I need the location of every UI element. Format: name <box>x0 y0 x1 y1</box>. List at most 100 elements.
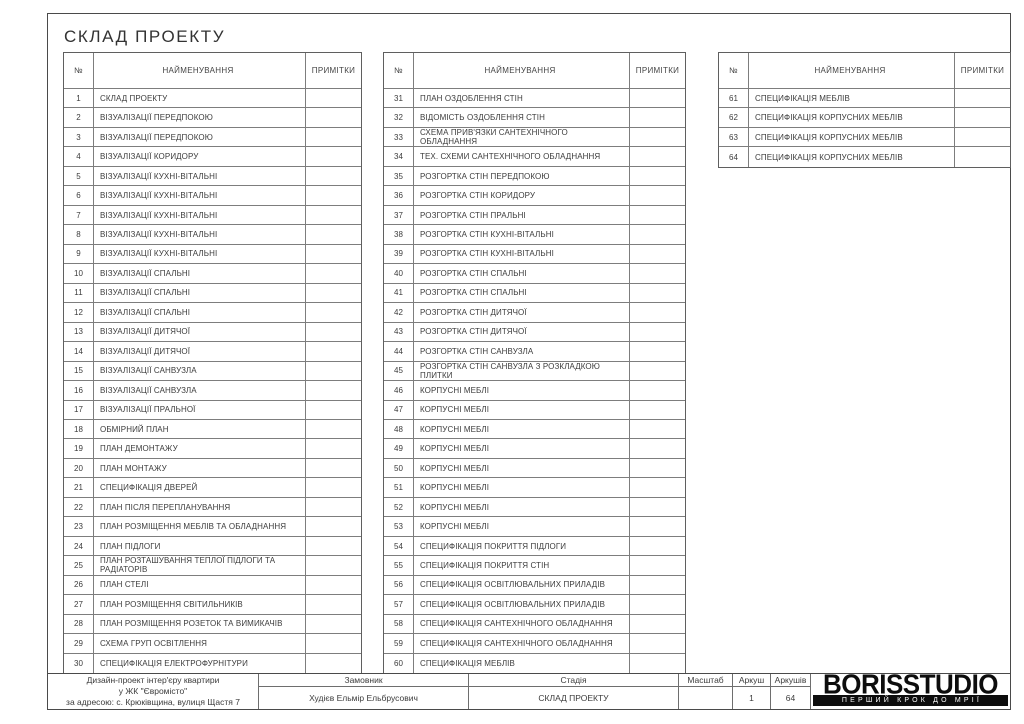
table-row: 63 СПЕЦИФІКАЦІЯ КОРПУСНИХ МЕБЛІВ <box>719 127 1010 148</box>
row-number: 19 <box>64 439 94 459</box>
row-number: 33 <box>384 127 414 148</box>
row-number: 59 <box>384 634 414 654</box>
row-name: ТЕХ. СХЕМИ САНТЕХНІЧНОГО ОБЛАДНАННЯ <box>414 147 630 167</box>
row-name: КОРПУСНІ МЕБЛІ <box>414 478 630 498</box>
row-name: ВІЗУАЛІЗАЦІЇ ДИТЯЧОЇ <box>94 322 306 343</box>
sheet-number-value: 1 <box>749 693 754 703</box>
row-number: 60 <box>384 653 414 674</box>
row-name: РОЗГОРТКА СТІН СПАЛЬНІ <box>414 283 630 304</box>
table-header-row: № НАЙМЕНУВАННЯ ПРИМІТКИ <box>384 53 685 89</box>
row-notes <box>306 186 361 206</box>
row-name: СПЕЦИФІКАЦІЯ КОРПУСНИХ МЕБЛІВ <box>749 147 955 167</box>
row-notes <box>630 186 685 206</box>
row-name: ПЛАН СТЕЛІ <box>94 575 306 596</box>
row-notes <box>630 284 685 304</box>
table-row: 40 РОЗГОРТКА СТІН СПАЛЬНІ <box>384 264 685 284</box>
column-header-notes: ПРИМІТКИ <box>630 53 685 89</box>
row-number: 53 <box>384 517 414 537</box>
table-row: 48 КОРПУСНІ МЕБЛІ <box>384 419 685 440</box>
row-number: 17 <box>64 400 94 420</box>
row-name: КОРПУСНІ МЕБЛІ <box>414 400 630 420</box>
row-notes <box>630 206 685 226</box>
row-notes <box>306 595 361 615</box>
row-notes <box>306 362 361 382</box>
table-row: 14 ВІЗУАЛІЗАЦІЇ ДИТЯЧОЇ <box>64 342 361 362</box>
column-header-notes: ПРИМІТКИ <box>955 53 1010 89</box>
row-name: СКЛАД ПРОЕКТУ <box>94 89 306 109</box>
row-name: ВІЗУАЛІЗАЦІЇ СПАЛЬНІ <box>94 283 306 304</box>
table-row: 17 ВІЗУАЛІЗАЦІЇ ПРАЛЬНОЇ <box>64 400 361 420</box>
row-number: 62 <box>719 108 749 128</box>
row-name: ОБМІРНИЙ ПЛАН <box>94 419 306 440</box>
row-name: РОЗГОРТКА СТІН САНВУЗЛА З РОЗКЛАДКОЮ ПЛИ… <box>414 361 630 382</box>
row-name: КОРПУСНІ МЕБЛІ <box>414 458 630 479</box>
table-row: 47 КОРПУСНІ МЕБЛІ <box>384 400 685 420</box>
row-number: 4 <box>64 147 94 167</box>
row-name: СПЕЦИФІКАЦІЯ МЕБЛІВ <box>414 653 630 674</box>
row-name: ПЛАН ДЕМОНТАЖУ <box>94 439 306 459</box>
row-notes <box>630 576 685 596</box>
sheet-count-value: 64 <box>785 693 796 703</box>
table-row: 42 РОЗГОРТКА СТІН ДИТЯЧОЇ <box>384 303 685 323</box>
row-name: СПЕЦИФІКАЦІЯ ОСВІТЛЮВАЛЬНИХ ПРИЛАДІВ <box>414 575 630 596</box>
table-row: 58 СПЕЦИФІКАЦІЯ САНТЕХНІЧНОГО ОБЛАДНАННЯ <box>384 614 685 635</box>
row-number: 36 <box>384 186 414 206</box>
row-notes <box>306 420 361 440</box>
row-number: 40 <box>384 264 414 284</box>
row-notes <box>630 147 685 167</box>
table-row: 54 СПЕЦИФІКАЦІЯ ПОКРИТТЯ ПІДЛОГИ <box>384 536 685 557</box>
table-row: 7 ВІЗУАЛІЗАЦІЇ КУХНІ-ВІТАЛЬНІ <box>64 205 361 226</box>
table-header-row: № НАЙМЕНУВАННЯ ПРИМІТКИ <box>719 53 1010 89</box>
row-name: СПЕЦИФІКАЦІЯ САНТЕХНІЧНОГО ОБЛАДНАННЯ <box>414 614 630 635</box>
row-name: ПЛАН МОНТАЖУ <box>94 458 306 479</box>
row-notes <box>306 498 361 518</box>
row-name: СПЕЦИФІКАЦІЯ МЕБЛІВ <box>749 89 955 109</box>
row-name: СПЕЦИФІКАЦІЯ КОРПУСНИХ МЕБЛІВ <box>749 127 955 148</box>
row-name: РОЗГОРТКА СТІН СПАЛЬНІ <box>414 264 630 284</box>
row-notes <box>630 264 685 284</box>
row-notes <box>306 615 361 635</box>
row-number: 1 <box>64 89 94 109</box>
column-header-number: № <box>719 53 749 89</box>
row-name: ПЛАН ПІСЛЯ ПЕРЕПЛАНУВАННЯ <box>94 497 306 518</box>
row-notes <box>306 128 361 148</box>
scale-value <box>679 687 732 709</box>
table-body: 1 СКЛАД ПРОЕКТУ 2 ВІЗУАЛІЗАЦІЇ ПЕРЕДПОКОЮ 3 В… <box>64 89 361 674</box>
column-header-notes: ПРИМІТКИ <box>306 53 361 89</box>
row-number: 28 <box>64 614 94 635</box>
row-name: РОЗГОРТКА СТІН ДИТЯЧОЇ <box>414 303 630 323</box>
sheet-count-label: Аркушів <box>771 674 810 687</box>
sheet-number-cell: Аркуш 1 <box>733 674 771 709</box>
row-notes <box>630 537 685 557</box>
row-name: ПЛАН ПІДЛОГИ <box>94 536 306 557</box>
table-row: 6 ВІЗУАЛІЗАЦІЇ КУХНІ-ВІТАЛЬНІ <box>64 186 361 206</box>
row-notes <box>630 342 685 362</box>
row-number: 13 <box>64 322 94 343</box>
row-notes <box>306 206 361 226</box>
column-header-name: НАЙМЕНУВАННЯ <box>94 53 306 89</box>
table-row: 57 СПЕЦИФІКАЦІЯ ОСВІТЛЮВАЛЬНИХ ПРИЛАДІВ <box>384 595 685 615</box>
row-number: 38 <box>384 225 414 245</box>
table-row: 36 РОЗГОРТКА СТІН КОРИДОРУ <box>384 186 685 206</box>
row-notes <box>630 556 685 576</box>
table-row: 27 ПЛАН РОЗМІЩЕННЯ СВІТИЛЬНИКІВ <box>64 595 361 615</box>
row-name: ВІЗУАЛІЗАЦІЇ КУХНІ-ВІТАЛЬНІ <box>94 186 306 206</box>
stage-value: СКЛАД ПРОЕКТУ <box>538 693 609 703</box>
row-name: ВІЗУАЛІЗАЦІЇ САНВУЗЛА <box>94 381 306 401</box>
row-name: ВІЗУАЛІЗАЦІЇ ПЕРЕДПОКОЮ <box>94 127 306 148</box>
table-row: 19 ПЛАН ДЕМОНТАЖУ <box>64 439 361 459</box>
row-notes <box>630 478 685 498</box>
table-row: 61 СПЕЦИФІКАЦІЯ МЕБЛІВ <box>719 89 1010 109</box>
studio-logo-bar: ПЕРШИЙ КРОК ДО МРІЇ <box>813 695 1008 706</box>
row-notes <box>306 439 361 459</box>
row-name: СПЕЦИФІКАЦІЯ ЕЛЕКТРОФУРНІТУРИ <box>94 653 306 674</box>
row-notes <box>955 128 1010 148</box>
table-row: 3 ВІЗУАЛІЗАЦІЇ ПЕРЕДПОКОЮ <box>64 127 361 148</box>
row-number: 26 <box>64 575 94 596</box>
row-notes <box>306 401 361 420</box>
row-name: ВІДОМІСТЬ ОЗДОБЛЕННЯ СТІН <box>414 108 630 128</box>
row-number: 24 <box>64 536 94 557</box>
row-notes <box>630 108 685 128</box>
row-name: СХЕМА ПРИВ'ЯЗКИ САНТЕХНІЧНОГО ОБЛАДНАННЯ <box>414 127 630 148</box>
table-row: 24 ПЛАН ПІДЛОГИ <box>64 536 361 557</box>
